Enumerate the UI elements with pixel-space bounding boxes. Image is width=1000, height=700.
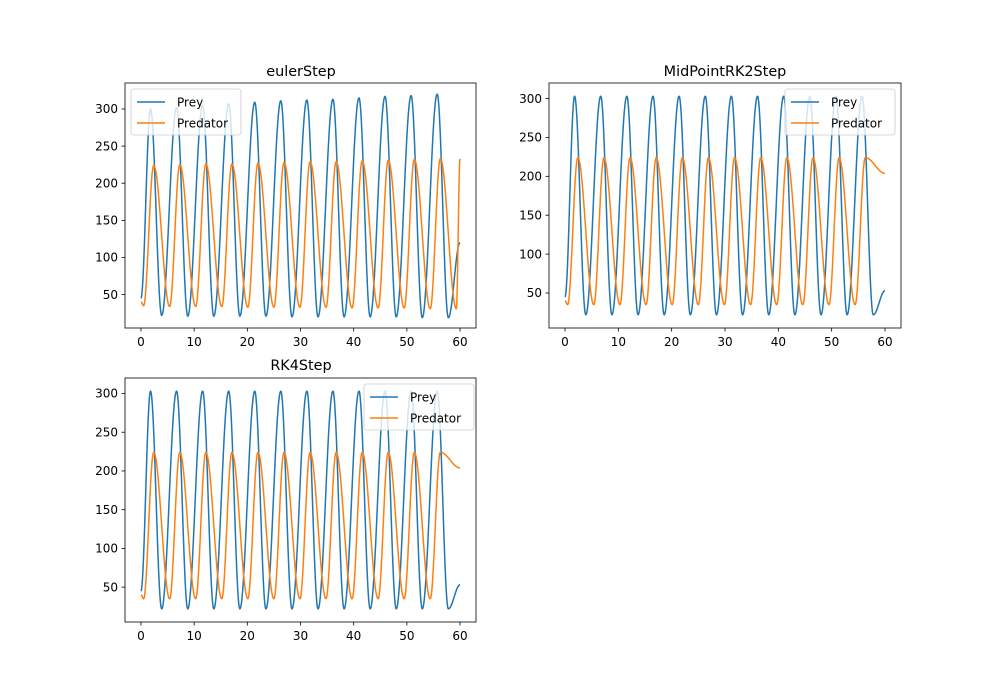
y-tick-label: 50 — [527, 286, 542, 300]
series-line-prey — [140, 390, 461, 610]
x-tick-label: 50 — [399, 335, 414, 349]
x-tick-label: 10 — [611, 335, 626, 349]
x-tick-label: 20 — [240, 335, 255, 349]
series-line-predator — [140, 157, 461, 310]
subplot-title: RK4Step — [270, 358, 331, 374]
series-line-predator — [564, 156, 886, 306]
x-tick-label: 40 — [771, 335, 786, 349]
x-tick-label: 60 — [452, 629, 467, 643]
x-tick-label: 0 — [561, 335, 569, 349]
y-tick-label: 250 — [519, 131, 542, 145]
subplot-rk4step: RK4Step 0 10 20 30 40 50 60 50 100 150 200 250 300 Pr… — [95, 358, 477, 643]
legend-label-prey: Prey — [831, 95, 857, 109]
x-tick-label: 30 — [717, 335, 732, 349]
y-tick-label: 300 — [519, 92, 542, 106]
y-tick-label: 200 — [95, 176, 118, 190]
subplot-title: eulerStep — [266, 64, 336, 80]
y-tick-label: 150 — [519, 208, 542, 222]
x-tick-label: 10 — [186, 335, 201, 349]
x-tick-label: 50 — [824, 335, 839, 349]
y-tick-label: 50 — [103, 288, 118, 302]
x-tick-label: 50 — [399, 629, 414, 643]
x-tick-label: 20 — [664, 335, 679, 349]
legend-label-predator: Predator — [410, 411, 461, 425]
legend-label-prey: Prey — [177, 95, 203, 109]
series-line-prey — [564, 95, 886, 316]
y-tick-label: 300 — [95, 387, 118, 401]
legend-label-predator: Predator — [177, 116, 228, 130]
x-tick-label: 0 — [137, 629, 145, 643]
x-tick-label: 0 — [137, 335, 145, 349]
y-tick-label: 100 — [519, 247, 542, 261]
legend: Prey Predator — [363, 383, 475, 431]
y-tick-label: 100 — [95, 251, 118, 265]
y-tick-label: 200 — [519, 170, 542, 184]
y-tick-label: 100 — [95, 542, 118, 556]
y-tick-label: 300 — [95, 102, 118, 116]
y-tick-label: 50 — [103, 580, 118, 594]
subplot-midpointrk2step: MidPointRK2Step 0 10 20 30 40 50 60 50 100 150 200… — [519, 64, 902, 349]
series-line-predator — [140, 451, 461, 600]
legend-label-predator: Predator — [831, 116, 882, 130]
x-tick-label: 40 — [346, 629, 361, 643]
x-tick-label: 60 — [877, 335, 892, 349]
legend: Prey Predator — [784, 88, 896, 136]
x-tick-label: 40 — [346, 335, 361, 349]
subplot-eulerstep: eulerStep 0 10 20 30 40 50 60 50 100 150 200 250 300… — [95, 64, 477, 349]
series-line-prey — [140, 93, 461, 319]
legend-label-prey: Prey — [410, 390, 436, 404]
subplot-title: MidPointRK2Step — [664, 64, 787, 80]
x-tick-label: 30 — [293, 335, 308, 349]
x-tick-label: 10 — [186, 629, 201, 643]
y-tick-label: 250 — [95, 425, 118, 439]
x-tick-label: 60 — [452, 335, 467, 349]
y-tick-label: 250 — [95, 139, 118, 153]
x-tick-label: 20 — [240, 629, 255, 643]
y-tick-label: 150 — [95, 503, 118, 517]
x-tick-label: 30 — [293, 629, 308, 643]
legend: Prey Predator — [130, 88, 242, 136]
y-tick-label: 150 — [95, 214, 118, 228]
y-tick-label: 200 — [95, 464, 118, 478]
